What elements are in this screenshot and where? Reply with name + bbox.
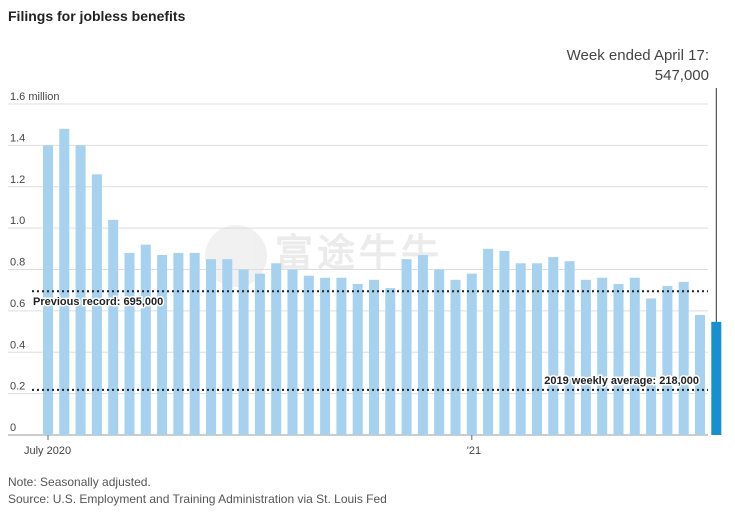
- bar: [59, 128, 70, 435]
- bar: [401, 259, 412, 435]
- bar: [140, 244, 151, 435]
- axis-labels: 0 0.2 0.4 0.6 0.8 1.0 1.2 1.4 1.6 million July 20…: [10, 91, 481, 457]
- bar: [417, 255, 428, 435]
- bar: [222, 259, 233, 435]
- bar: [711, 321, 722, 435]
- bar: [597, 277, 608, 435]
- bar: [450, 279, 461, 435]
- bar: [532, 263, 542, 435]
- bar: [646, 298, 657, 435]
- reference-line-label: Previous record: 695,000: [33, 296, 163, 308]
- bars: [43, 128, 722, 435]
- y-tick-label: 1.2: [10, 174, 25, 186]
- x-tick-label: '21: [467, 445, 481, 457]
- bar: [695, 315, 705, 435]
- bar: [336, 277, 347, 435]
- bar: [43, 145, 53, 435]
- latest-week-callout: Week ended April 17: 547,000: [567, 46, 709, 86]
- bar: [466, 273, 477, 435]
- x-tick-label: July 2020: [24, 445, 71, 457]
- bar: [434, 269, 445, 435]
- bar: [287, 269, 298, 435]
- y-tick-label: 0.6: [10, 298, 25, 310]
- bar: [613, 283, 624, 435]
- bar: [254, 273, 265, 435]
- source-text: Source: U.S. Employment and Training Adm…: [8, 492, 387, 506]
- bar: [678, 281, 689, 435]
- bar: [662, 286, 673, 435]
- bar: [580, 279, 591, 435]
- y-tick-label: 1.4: [10, 132, 25, 144]
- reference-lines: Previous record: 695,000 2019 weekly aver…: [32, 290, 708, 391]
- bar: [157, 255, 168, 435]
- note-text: Note: Seasonally adjusted.: [8, 475, 151, 489]
- bar: [483, 248, 494, 435]
- bar: [369, 279, 379, 435]
- chart-title: Filings for jobless benefits: [8, 8, 186, 24]
- y-tick-label: 0.8: [10, 257, 25, 269]
- callout-value: 547,000: [654, 67, 709, 84]
- bar: [499, 250, 510, 435]
- y-tick-label: 0: [10, 422, 16, 434]
- bar: [564, 261, 575, 435]
- bar: [271, 263, 282, 435]
- y-tick-label: 1.6 million: [10, 91, 60, 103]
- bar: [91, 174, 102, 435]
- bar: [515, 263, 526, 435]
- bar: [124, 252, 135, 435]
- bar: [629, 277, 640, 435]
- y-tick-label: 0.2: [10, 381, 25, 393]
- bar: [206, 259, 216, 435]
- reference-line-label: 2019 weekly average: 218,000: [544, 375, 699, 387]
- bar: [352, 283, 363, 435]
- watermark-logo: 富途牛牛: [205, 222, 443, 287]
- bar: [303, 275, 314, 435]
- bar: [189, 252, 200, 435]
- bar: [548, 257, 559, 435]
- bar: [320, 277, 331, 435]
- y-tick-label: 1.0: [10, 215, 25, 227]
- y-tick-label: 0.4: [10, 339, 25, 351]
- bar: [238, 269, 249, 435]
- bar: [385, 288, 396, 435]
- bar: [75, 145, 86, 435]
- callout-week-label: Week ended April 17:: [566, 47, 709, 64]
- bar: [173, 252, 184, 435]
- bar: [108, 219, 119, 435]
